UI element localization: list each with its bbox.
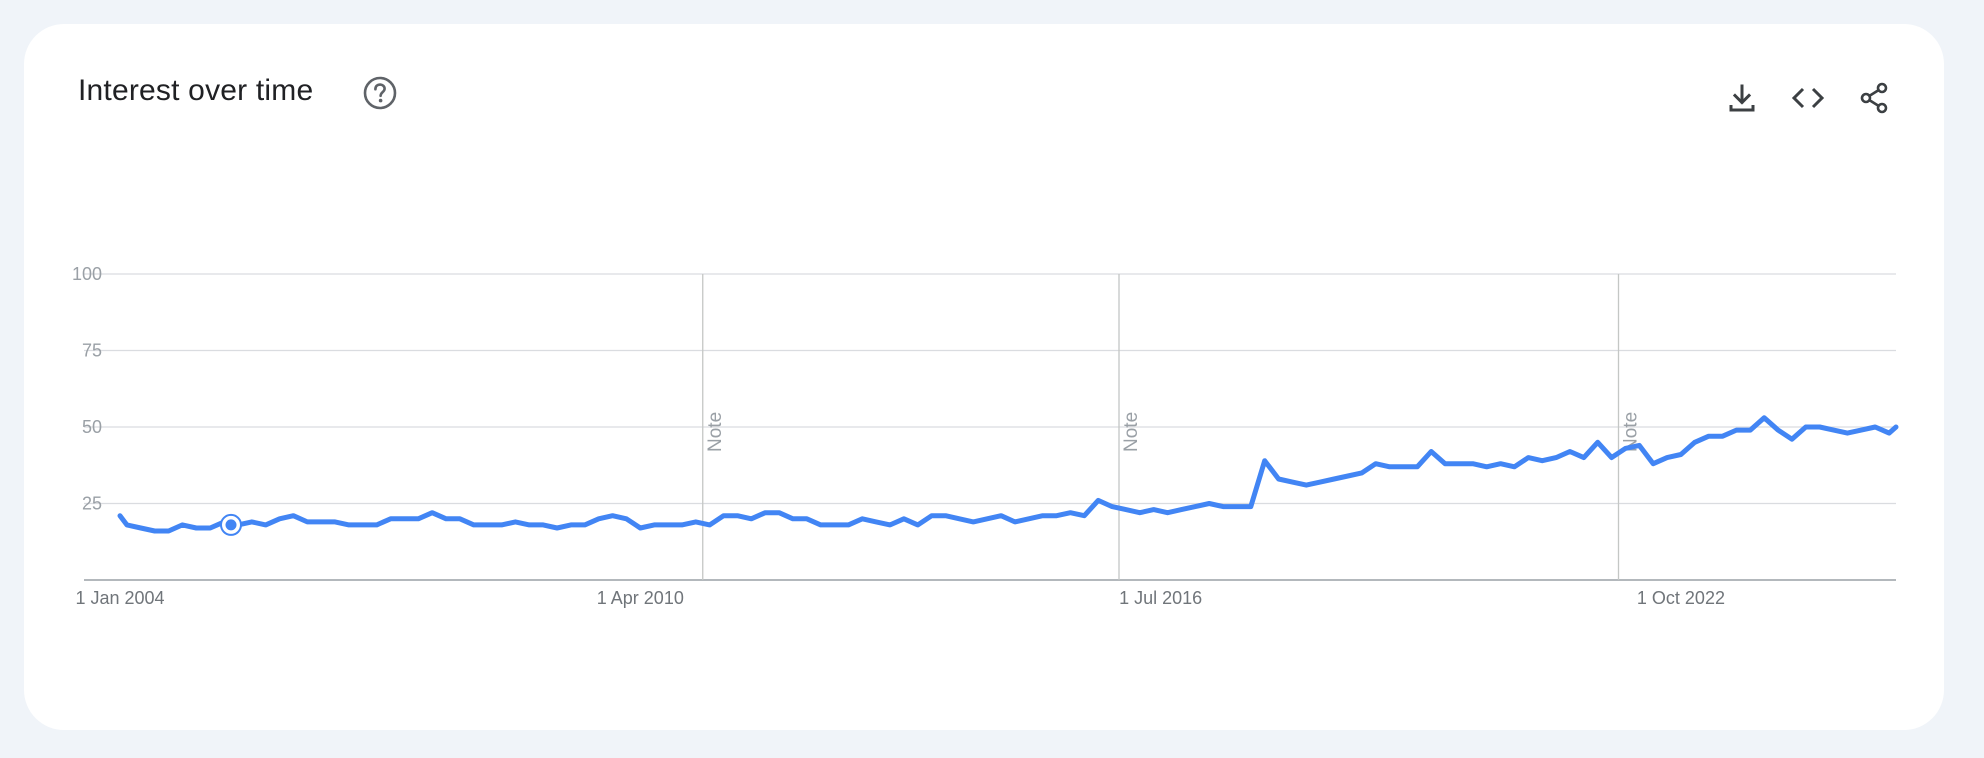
note-label: Note	[1621, 412, 1642, 452]
series-line	[117, 415, 1899, 534]
code-embed-icon[interactable]	[1790, 80, 1826, 116]
y-tick-label: 100	[72, 264, 102, 284]
help-circle-icon[interactable]	[362, 75, 398, 111]
x-tick-label: 1 Oct 2022	[1637, 588, 1725, 608]
highlighted-point	[225, 519, 237, 531]
interest-over-time-card: Interest over time 25 50 75 100 Note Note Note…	[24, 24, 1944, 730]
y-tick-label: 50	[82, 417, 102, 437]
note-label: Note	[1121, 412, 1142, 452]
y-tick-label: 75	[82, 341, 102, 361]
download-icon[interactable]	[1724, 80, 1760, 116]
y-tick-label: 25	[82, 494, 102, 514]
x-tick-label: 1 Jan 2004	[75, 588, 164, 608]
note-label: Note	[705, 412, 726, 452]
x-tick-label: 1 Jul 2016	[1119, 588, 1202, 608]
x-tick-label: 1 Apr 2010	[597, 588, 684, 608]
card-title: Interest over time	[78, 74, 314, 107]
interest-line-chart: 25 50 75 100 Note Note Note 1 Jan 2004 1 Apr 201…	[72, 264, 1899, 608]
share-icon[interactable]	[1856, 80, 1892, 116]
